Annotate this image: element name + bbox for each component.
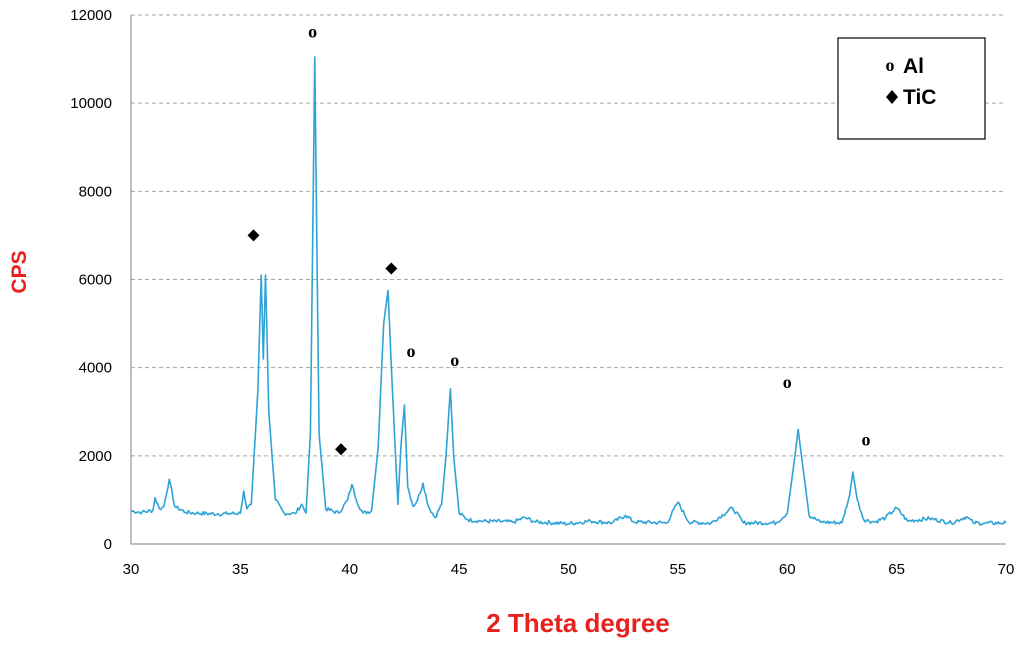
x-tick-labels: 30 35 40 45 50 55 60 65 70 xyxy=(123,561,1015,578)
legend-label-al: Al xyxy=(903,55,924,78)
y-tick-label: 0 xyxy=(104,536,112,553)
tic-peak-marker xyxy=(385,262,398,275)
legend-label-tic: TiC xyxy=(903,86,936,109)
y-tick-label: 12000 xyxy=(70,7,112,24)
axes xyxy=(130,15,1006,545)
al-peak-marker: o xyxy=(407,341,416,361)
legend-box xyxy=(837,37,986,140)
x-tick-label: 60 xyxy=(779,561,796,578)
x-tick-label: 40 xyxy=(341,561,358,578)
y-tick-label: 10000 xyxy=(70,95,112,112)
al-peak-marker: o xyxy=(783,372,792,392)
al-peak-marker: o xyxy=(862,429,871,449)
tic-peak-marker xyxy=(335,443,347,456)
y-tick-label: 4000 xyxy=(79,360,112,377)
legend-diamond-icon xyxy=(886,90,898,104)
al-peak-marker: o xyxy=(450,350,459,370)
x-tick-label: 55 xyxy=(670,561,687,578)
y-tick-labels: 0 2000 4000 6000 8000 10000 12000 xyxy=(70,7,112,553)
tic-peak-marker xyxy=(247,229,260,242)
y-tick-label: 6000 xyxy=(79,272,112,289)
x-axis-title: 2 Theta degree xyxy=(486,608,670,638)
legend-symbol-al: o xyxy=(886,55,895,75)
legend: o Al TiC xyxy=(837,37,986,140)
x-tick-label: 50 xyxy=(560,561,577,578)
x-tick-label: 35 xyxy=(232,561,249,578)
x-tick-label: 70 xyxy=(998,561,1015,578)
y-tick-label: 2000 xyxy=(79,448,112,465)
x-tick-label: 30 xyxy=(123,561,140,578)
y-axis-title: CPS xyxy=(8,250,31,293)
y-tick-label: 8000 xyxy=(79,183,112,200)
series-line xyxy=(130,56,1007,526)
peak-annotations: o o o o o xyxy=(247,22,871,456)
x-tick-label: 65 xyxy=(888,561,905,578)
x-tick-label: 45 xyxy=(451,561,468,578)
series-layer xyxy=(130,56,1007,526)
al-peak-marker: o xyxy=(308,22,317,42)
